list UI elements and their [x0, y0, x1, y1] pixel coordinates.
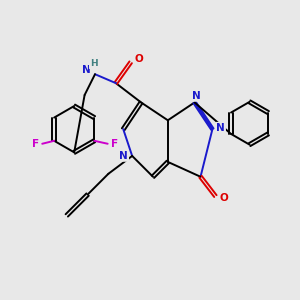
Text: N: N	[82, 65, 91, 75]
Text: F: F	[111, 139, 118, 149]
Text: O: O	[135, 54, 143, 64]
Text: O: O	[220, 193, 229, 202]
Text: F: F	[32, 139, 39, 149]
Text: H: H	[90, 59, 97, 68]
Text: N: N	[192, 91, 200, 101]
Text: N: N	[119, 151, 128, 161]
Text: N: N	[216, 123, 225, 133]
